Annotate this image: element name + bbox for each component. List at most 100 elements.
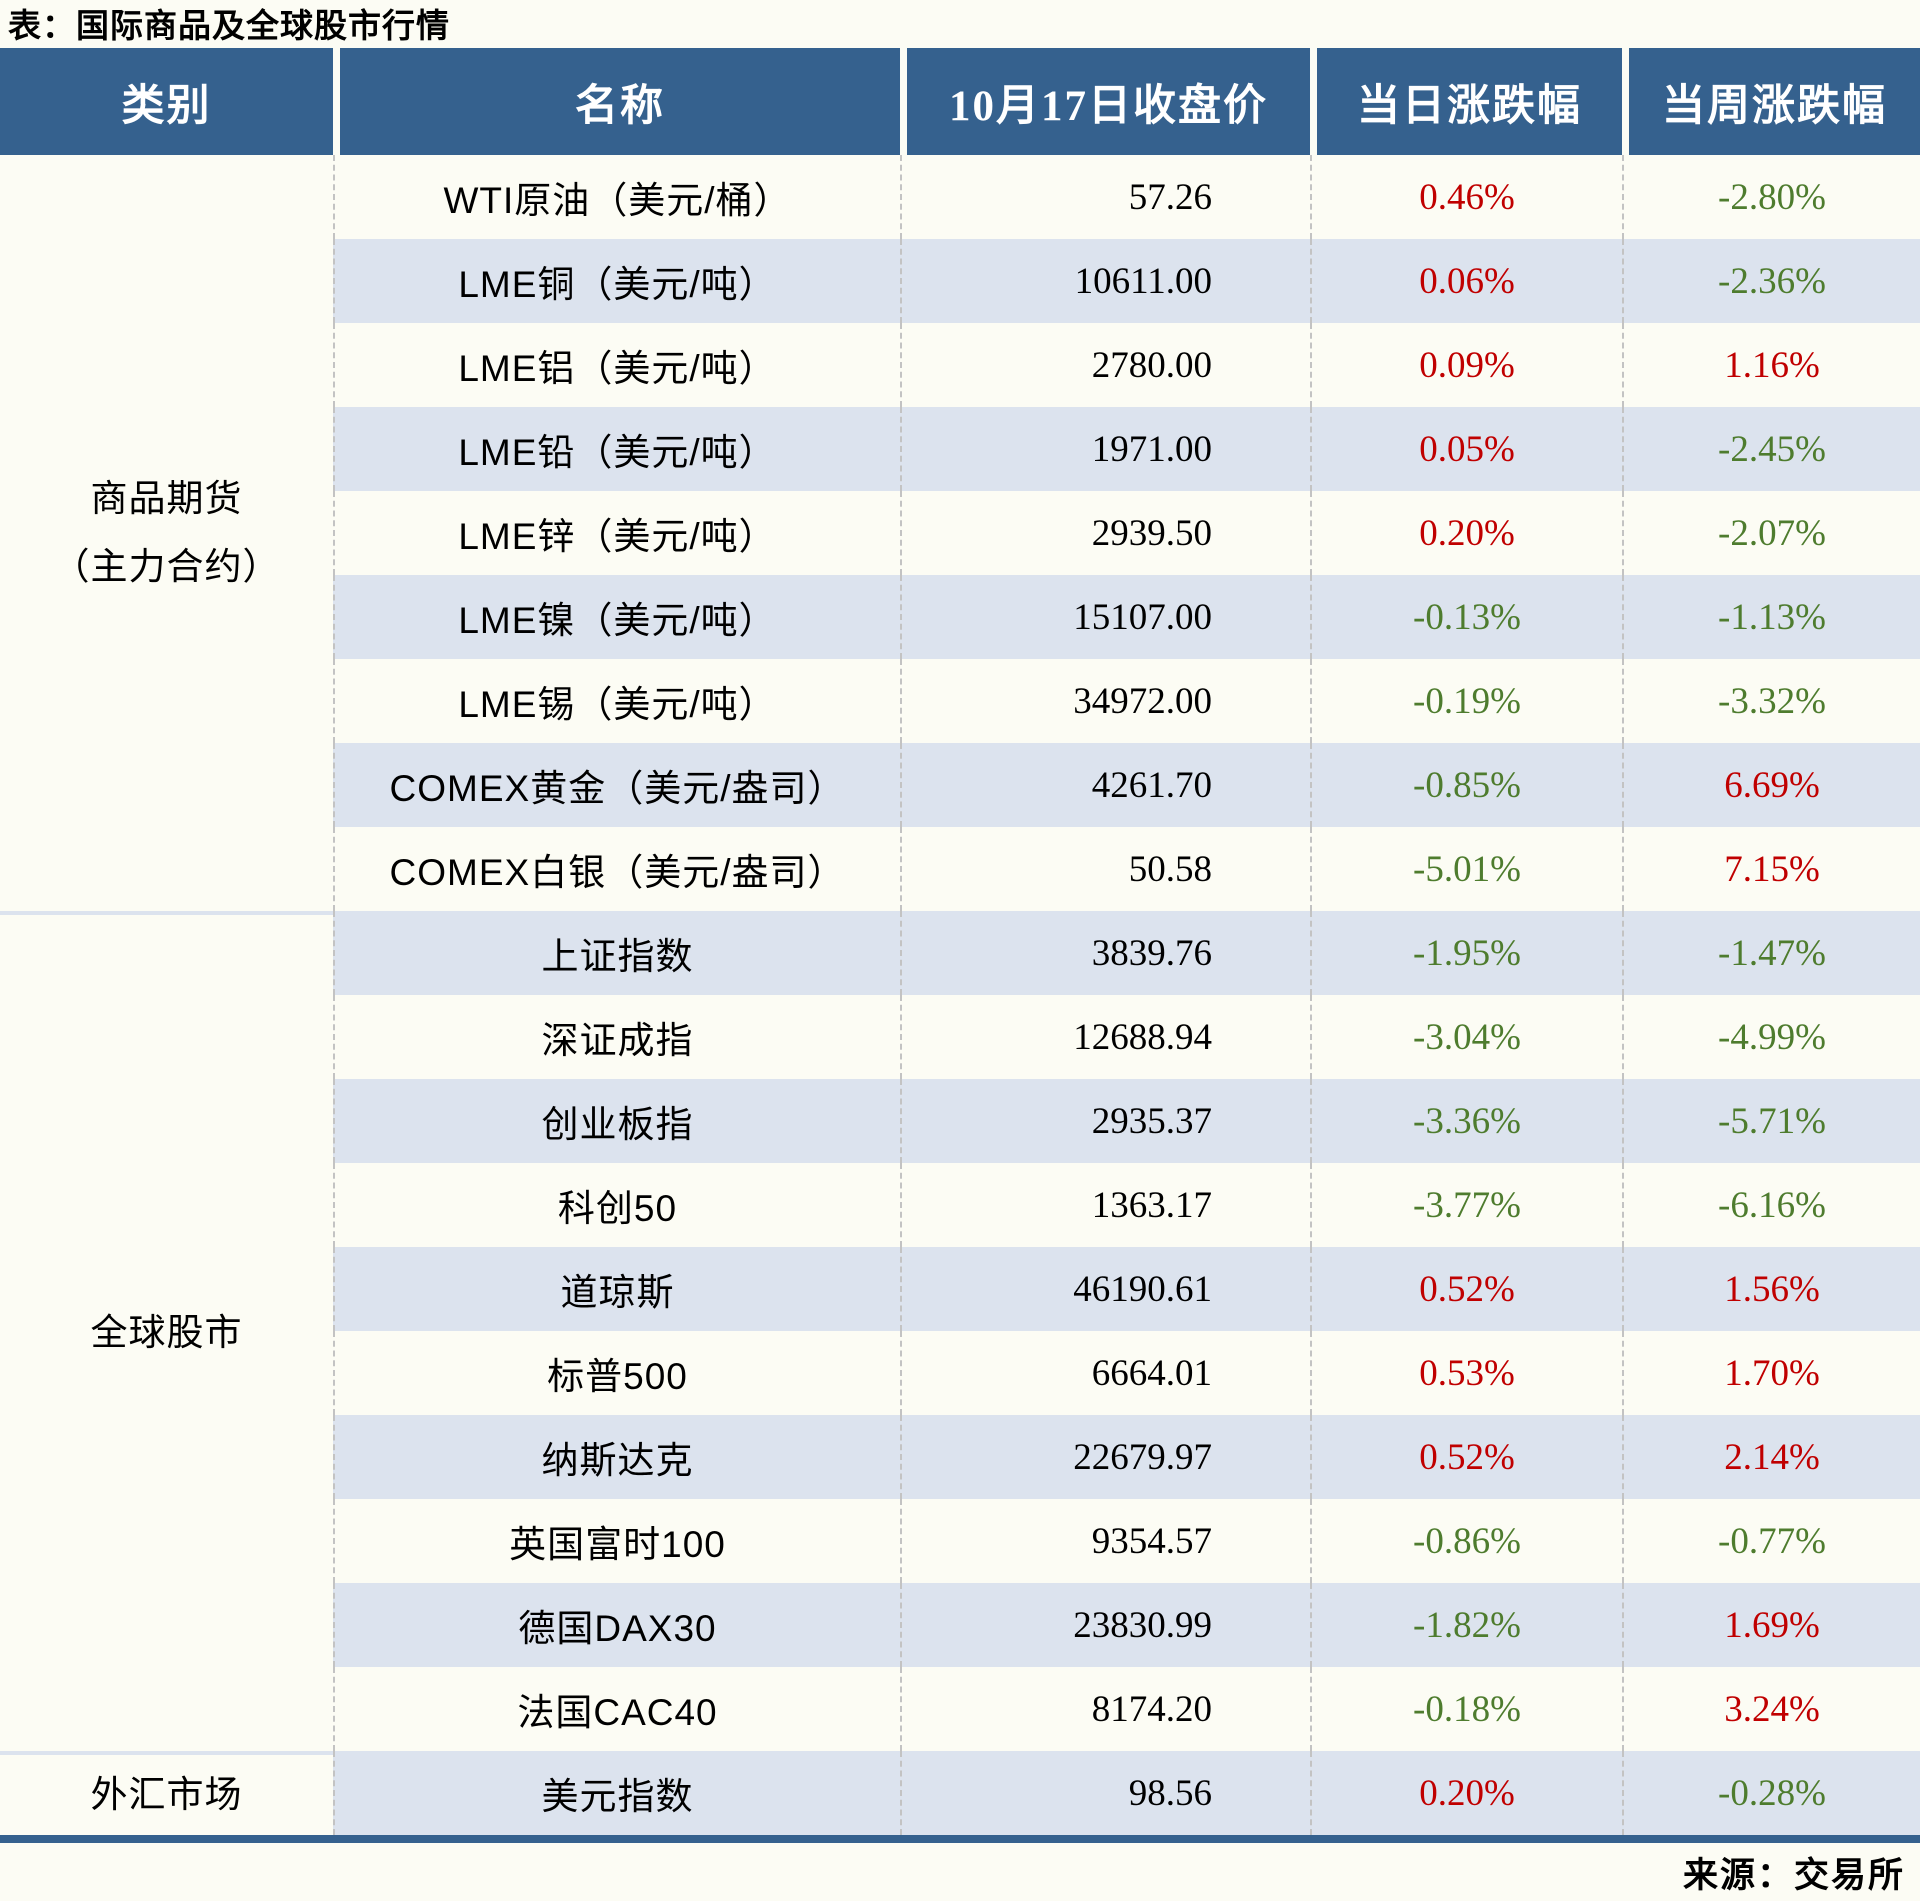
week-change-cell: -2.36% xyxy=(1622,239,1920,323)
name-cell: 法国CAC40 xyxy=(333,1667,900,1751)
table-title: 表：国际商品及全球股市行情 xyxy=(8,7,450,44)
table-row: LME镍（美元/吨） 15107.00 -0.13% -1.13% xyxy=(333,575,1920,659)
rows-container: WTI原油（美元/桶） 57.26 0.46% -2.80% LME铜（美元/吨） 106… xyxy=(333,155,1920,1835)
name-cell: 道琼斯 xyxy=(333,1247,900,1331)
name-cell: 创业板指 xyxy=(333,1079,900,1163)
table-row: LME铅（美元/吨） 1971.00 0.05% -2.45% xyxy=(333,407,1920,491)
close-price-cell: 8174.20 xyxy=(900,1667,1310,1751)
week-change-cell: 7.15% xyxy=(1622,827,1920,911)
week-change-cell: 1.16% xyxy=(1622,323,1920,407)
close-price-cell: 2939.50 xyxy=(900,491,1310,575)
day-change-cell: 0.20% xyxy=(1310,1751,1622,1835)
close-price-cell: 50.58 xyxy=(900,827,1310,911)
day-change-cell: -0.19% xyxy=(1310,659,1622,743)
day-change-cell: 0.06% xyxy=(1310,239,1622,323)
name-cell: 纳斯达克 xyxy=(333,1415,900,1499)
day-change-cell: -3.04% xyxy=(1310,995,1622,1079)
day-change-cell: 0.09% xyxy=(1310,323,1622,407)
table-row: LME锌（美元/吨） 2939.50 0.20% -2.07% xyxy=(333,491,1920,575)
week-change-cell: -5.71% xyxy=(1622,1079,1920,1163)
day-change-cell: -3.77% xyxy=(1310,1163,1622,1247)
category-label: 商品期货 （主力合约） xyxy=(52,477,281,587)
day-change-cell: -0.18% xyxy=(1310,1667,1622,1751)
close-price-cell: 15107.00 xyxy=(900,575,1310,659)
close-price-cell: 2935.37 xyxy=(900,1079,1310,1163)
day-change-cell: -0.85% xyxy=(1310,743,1622,827)
name-cell: WTI原油（美元/桶） xyxy=(333,155,900,239)
name-cell: 英国富时100 xyxy=(333,1499,900,1583)
day-change-cell: 0.53% xyxy=(1310,1331,1622,1415)
name-cell: COMEX白银（美元/盎司） xyxy=(333,827,900,911)
close-price-cell: 34972.00 xyxy=(900,659,1310,743)
name-cell: LME铝（美元/吨） xyxy=(333,323,900,407)
close-price-cell: 22679.97 xyxy=(900,1415,1310,1499)
table-row: 美元指数 98.56 0.20% -0.28% xyxy=(333,1751,1920,1835)
name-cell: 标普500 xyxy=(333,1331,900,1415)
week-change-cell: -4.99% xyxy=(1622,995,1920,1079)
day-change-cell: 0.20% xyxy=(1310,491,1622,575)
close-price-cell: 1971.00 xyxy=(900,407,1310,491)
week-change-cell: 6.69% xyxy=(1622,743,1920,827)
week-change-cell: -0.28% xyxy=(1622,1751,1920,1835)
day-change-cell: -0.86% xyxy=(1310,1499,1622,1583)
category-column: 商品期货 （主力合约） 全球股市 外汇市场 xyxy=(0,155,333,1835)
week-change-cell: 2.14% xyxy=(1622,1415,1920,1499)
table-row: 纳斯达克 22679.97 0.52% 2.14% xyxy=(333,1415,1920,1499)
day-change-cell: 0.05% xyxy=(1310,407,1622,491)
header-name: 名称 xyxy=(333,48,900,155)
week-change-cell: -3.32% xyxy=(1622,659,1920,743)
week-change-cell: -6.16% xyxy=(1622,1163,1920,1247)
header-week-change: 当周涨跌幅 xyxy=(1622,48,1920,155)
table-row: WTI原油（美元/桶） 57.26 0.46% -2.80% xyxy=(333,155,1920,239)
name-cell: 科创50 xyxy=(333,1163,900,1247)
table-row: COMEX白银（美元/盎司） 50.58 -5.01% 7.15% xyxy=(333,827,1920,911)
table-row: LME铝（美元/吨） 2780.00 0.09% 1.16% xyxy=(333,323,1920,407)
day-change-cell: -3.36% xyxy=(1310,1079,1622,1163)
header-close-price: 10月17日收盘价 xyxy=(900,48,1310,155)
name-cell: LME铜（美元/吨） xyxy=(333,239,900,323)
category-label: 全球股市 xyxy=(0,911,333,1751)
day-change-cell: -0.13% xyxy=(1310,575,1622,659)
close-price-cell: 1363.17 xyxy=(900,1163,1310,1247)
week-change-cell: -2.07% xyxy=(1622,491,1920,575)
day-change-cell: -5.01% xyxy=(1310,827,1622,911)
category-label: 外汇市场 xyxy=(0,1751,333,1835)
name-cell: LME铅（美元/吨） xyxy=(333,407,900,491)
source-note: 来源：交易所 xyxy=(1682,1855,1905,1895)
table-row: 道琼斯 46190.61 0.52% 1.56% xyxy=(333,1247,1920,1331)
close-price-cell: 12688.94 xyxy=(900,995,1310,1079)
table-row: 深证成指 12688.94 -3.04% -4.99% xyxy=(333,995,1920,1079)
week-change-cell: -1.47% xyxy=(1622,911,1920,995)
table-header-row: 类别 名称 10月17日收盘价 当日涨跌幅 当周涨跌幅 xyxy=(0,48,1920,155)
name-cell: LME锡（美元/吨） xyxy=(333,659,900,743)
name-cell: 上证指数 xyxy=(333,911,900,995)
name-cell: 美元指数 xyxy=(333,1751,900,1835)
header-category: 类别 xyxy=(0,48,333,155)
close-price-cell: 46190.61 xyxy=(900,1247,1310,1331)
week-change-cell: 1.70% xyxy=(1622,1331,1920,1415)
day-change-cell: 0.52% xyxy=(1310,1415,1622,1499)
close-price-cell: 57.26 xyxy=(900,155,1310,239)
table-row: 标普500 6664.01 0.53% 1.70% xyxy=(333,1331,1920,1415)
week-change-cell: 1.56% xyxy=(1622,1247,1920,1331)
close-price-cell: 23830.99 xyxy=(900,1583,1310,1667)
market-table-body: 商品期货 （主力合约） 全球股市 外汇市场 WTI原油（美元/桶） 57.26 0.46… xyxy=(0,155,1920,1843)
week-change-cell: 1.69% xyxy=(1622,1583,1920,1667)
name-cell: 德国DAX30 xyxy=(333,1583,900,1667)
close-price-cell: 2780.00 xyxy=(900,323,1310,407)
week-change-cell: -1.13% xyxy=(1622,575,1920,659)
table-row: 英国富时100 9354.57 -0.86% -0.77% xyxy=(333,1499,1920,1583)
close-price-cell: 9354.57 xyxy=(900,1499,1310,1583)
day-change-cell: 0.52% xyxy=(1310,1247,1622,1331)
day-change-cell: -1.82% xyxy=(1310,1583,1622,1667)
name-cell: COMEX黄金（美元/盎司） xyxy=(333,743,900,827)
table-row: 科创50 1363.17 -3.77% -6.16% xyxy=(333,1163,1920,1247)
table-row: LME铜（美元/吨） 10611.00 0.06% -2.36% xyxy=(333,239,1920,323)
table-row: COMEX黄金（美元/盎司） 4261.70 -0.85% 6.69% xyxy=(333,743,1920,827)
table-row: LME锡（美元/吨） 34972.00 -0.19% -3.32% xyxy=(333,659,1920,743)
week-change-cell: 3.24% xyxy=(1622,1667,1920,1751)
close-price-cell: 98.56 xyxy=(900,1751,1310,1835)
day-change-cell: -1.95% xyxy=(1310,911,1622,995)
name-cell: 深证成指 xyxy=(333,995,900,1079)
table-row: 法国CAC40 8174.20 -0.18% 3.24% xyxy=(333,1667,1920,1751)
